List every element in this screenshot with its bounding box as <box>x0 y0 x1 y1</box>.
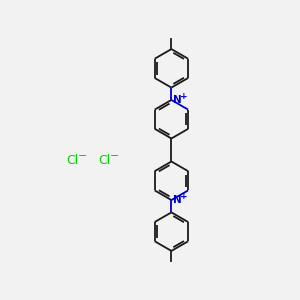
Text: N: N <box>173 195 182 205</box>
Text: Cl: Cl <box>98 154 111 167</box>
Text: +: + <box>180 192 188 201</box>
Text: N: N <box>173 95 182 105</box>
Text: −: − <box>78 151 87 161</box>
Text: +: + <box>180 92 188 101</box>
Text: Cl: Cl <box>66 154 79 167</box>
Text: −: − <box>110 151 119 161</box>
